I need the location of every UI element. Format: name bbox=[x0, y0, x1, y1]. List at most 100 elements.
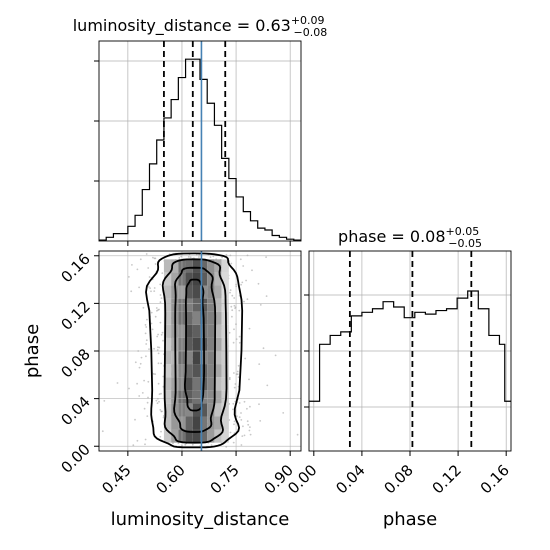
joint-sample-point bbox=[244, 357, 247, 360]
joint-sample-point bbox=[159, 294, 162, 296]
joint-sample-point bbox=[178, 257, 181, 259]
joint-sample-point bbox=[145, 343, 148, 345]
joint-sample-point bbox=[262, 347, 265, 350]
joint-contour-level bbox=[145, 252, 244, 449]
joint-sample-point bbox=[134, 361, 137, 364]
joint-sample-point bbox=[159, 435, 162, 438]
luminosity-distance-x-ticks: 0.45 0.60 0.75 0.90 bbox=[98, 451, 297, 497]
joint-sample-point bbox=[154, 315, 157, 318]
joint-density-cell bbox=[200, 403, 208, 417]
phase-quantile-lines bbox=[348, 251, 473, 451]
joint-sample-point bbox=[225, 253, 228, 256]
joint-density-cell bbox=[207, 337, 215, 351]
joint-sample-point bbox=[131, 264, 133, 266]
joint-sample-point bbox=[160, 333, 163, 336]
joint-sample-point bbox=[157, 352, 160, 355]
joint-sample-point bbox=[142, 306, 145, 309]
joint-contour-level bbox=[161, 258, 228, 444]
joint-sample-point bbox=[153, 290, 156, 292]
joint-density-cell bbox=[192, 285, 200, 299]
luminosity-distance-axis-label: luminosity_distance bbox=[111, 509, 290, 530]
joint-sample-point bbox=[147, 396, 149, 399]
joint-sample-point bbox=[258, 363, 261, 365]
joint-density-cell bbox=[192, 364, 200, 378]
joint-sample-point bbox=[159, 409, 162, 411]
joint-density-cell bbox=[185, 259, 193, 273]
joint-sample-point bbox=[128, 387, 130, 390]
phase-y-tick-label: 0.12 bbox=[57, 297, 93, 333]
joint-density-cell bbox=[207, 311, 215, 325]
joint-sample-point bbox=[232, 441, 235, 444]
joint-sample-point bbox=[161, 331, 164, 334]
joint-sample-point bbox=[160, 297, 163, 299]
phase-histogram-step bbox=[309, 290, 511, 402]
joint-sample-point bbox=[144, 438, 147, 441]
joint-density-cell bbox=[185, 429, 193, 443]
joint-sample-point bbox=[158, 346, 161, 349]
joint-sample-point bbox=[248, 378, 250, 381]
joint-sample-point bbox=[145, 355, 147, 358]
joint-sample-point bbox=[236, 370, 239, 373]
joint-sample-point bbox=[160, 362, 163, 365]
joint-sample-point bbox=[241, 281, 244, 284]
joint-sample-point bbox=[139, 258, 142, 261]
joint-density-cell bbox=[192, 377, 200, 391]
joint-sample-point bbox=[145, 326, 148, 328]
joint-sample-point bbox=[136, 439, 139, 442]
joint-density-cell bbox=[207, 298, 215, 312]
joint-sample-point bbox=[248, 429, 251, 432]
joint-density-cell bbox=[163, 272, 172, 286]
joint-sample-point bbox=[245, 279, 248, 282]
joint-sample-point bbox=[232, 402, 235, 405]
joint-sample-point bbox=[233, 304, 236, 307]
joint-sample-point bbox=[246, 298, 249, 301]
joint-sample-point bbox=[152, 373, 155, 375]
joint-sample-point bbox=[138, 286, 141, 289]
joint-density-cell bbox=[221, 259, 229, 273]
joint-sample-point bbox=[158, 393, 161, 395]
joint-sample-point bbox=[140, 356, 143, 359]
joint-sample-point bbox=[138, 395, 141, 397]
joint-sample-point bbox=[159, 283, 162, 286]
phase-y-ticks: 0.00 0.04 0.08 0.12 0.16 bbox=[57, 250, 99, 477]
joint-sample-point bbox=[136, 268, 139, 271]
joint-sample-point bbox=[210, 444, 213, 447]
joint-sample-point bbox=[233, 423, 235, 426]
joint-density-cell bbox=[221, 429, 229, 443]
joint-sample-point bbox=[198, 253, 201, 256]
phase-histogram-axis-label: phase bbox=[383, 509, 437, 530]
joint-sample-point bbox=[231, 294, 234, 297]
joint-sample-point bbox=[161, 272, 164, 274]
joint-sample-point bbox=[153, 287, 156, 289]
joint-density-cell bbox=[214, 351, 222, 365]
joint-density-cell bbox=[221, 416, 229, 430]
joint-sample-point bbox=[130, 290, 133, 293]
joint-sample-point bbox=[147, 380, 150, 383]
joint-density-cell bbox=[207, 324, 215, 338]
joint-sample-point bbox=[148, 348, 150, 350]
joint-sample-point bbox=[151, 328, 154, 331]
luminosity-distance-tick-label: 0.60 bbox=[152, 461, 188, 497]
joint-sample-point bbox=[228, 331, 231, 334]
joint-sample-point bbox=[158, 400, 160, 403]
joint-sample-point bbox=[150, 322, 153, 325]
joint-density-cell bbox=[207, 429, 215, 443]
joint-sample-point bbox=[134, 418, 136, 421]
joint-sample-point bbox=[221, 256, 224, 259]
joint-density-cell bbox=[163, 311, 172, 325]
joint-sample-point bbox=[146, 318, 148, 321]
joint-sample-point bbox=[144, 332, 147, 335]
joint-sample-point bbox=[150, 311, 153, 314]
joint-sample-point bbox=[249, 433, 252, 436]
joint-density-cell bbox=[185, 311, 193, 325]
joint-sample-point bbox=[240, 283, 243, 286]
joint-density-cell bbox=[207, 403, 215, 417]
joint-sample-point bbox=[265, 295, 268, 297]
joint-sample-point bbox=[132, 444, 135, 447]
joint-sample-point bbox=[259, 420, 262, 422]
joint-sample-point bbox=[101, 430, 104, 433]
joint-sample-point bbox=[229, 289, 232, 291]
joint-density-cell bbox=[192, 324, 200, 338]
joint-density-cell bbox=[163, 377, 172, 391]
